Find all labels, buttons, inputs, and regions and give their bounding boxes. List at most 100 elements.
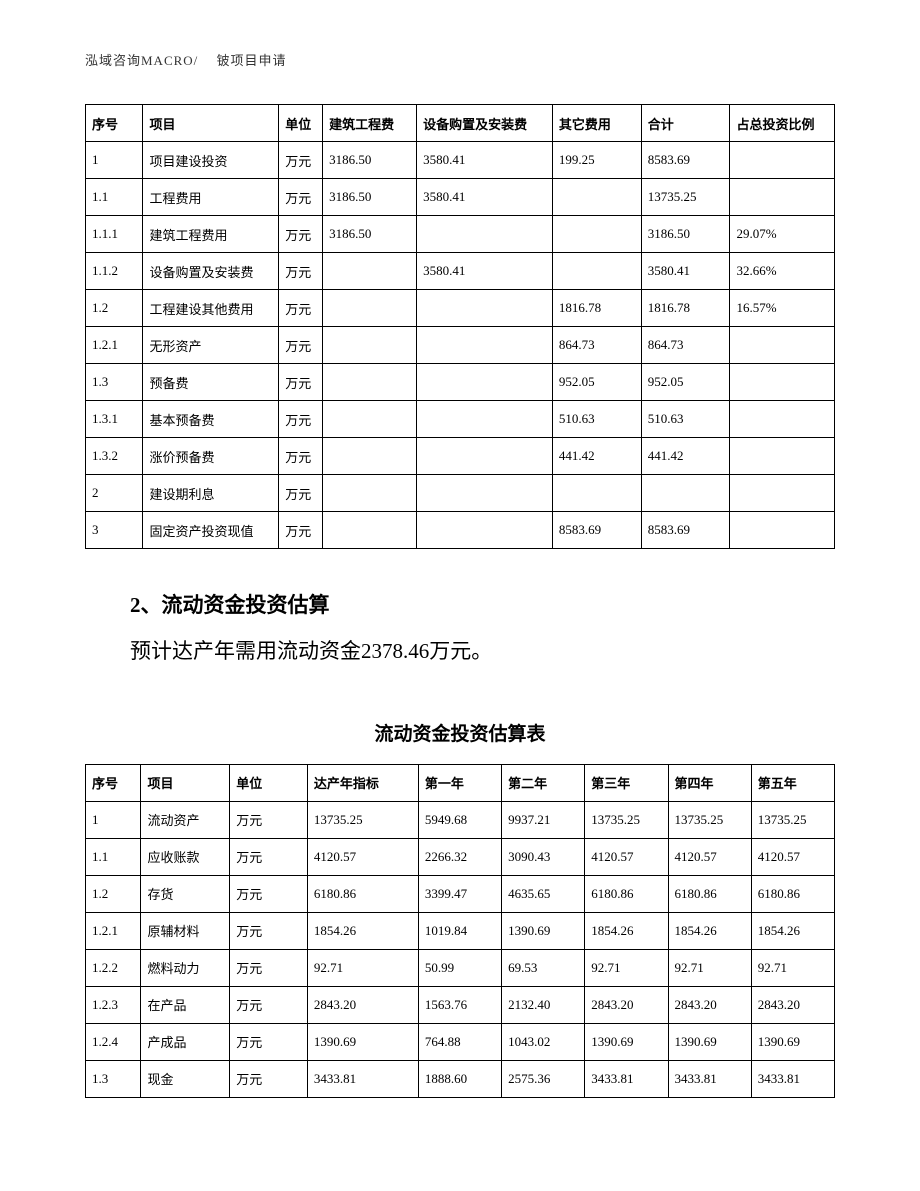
table-cell: 29.07% [730, 216, 835, 253]
col-header-y4: 第四年 [668, 764, 751, 801]
col-header-seq: 序号 [86, 105, 143, 142]
table-cell: 1019.84 [418, 912, 501, 949]
table-cell: 3580.41 [417, 253, 553, 290]
table-cell: 3186.50 [323, 179, 417, 216]
col-header-y2: 第二年 [502, 764, 585, 801]
table-cell: 在产品 [141, 986, 230, 1023]
table-cell [730, 438, 835, 475]
table-cell: 万元 [230, 949, 308, 986]
col-header-item: 项目 [141, 764, 230, 801]
table-cell: 1.2.4 [86, 1023, 141, 1060]
table-cell: 1.2 [86, 290, 143, 327]
table-cell [730, 327, 835, 364]
table-cell: 13735.25 [307, 801, 418, 838]
table-cell [730, 475, 835, 512]
section-heading: 2、流动资金投资估算 [130, 589, 835, 619]
table-cell: 6180.86 [307, 875, 418, 912]
table-cell [730, 512, 835, 549]
table-cell: 3433.81 [668, 1060, 751, 1097]
table-cell: 199.25 [552, 142, 641, 179]
table-cell [552, 179, 641, 216]
table-cell [417, 475, 553, 512]
table-cell: 3399.47 [418, 875, 501, 912]
table-cell: 涨价预备费 [143, 438, 279, 475]
table-cell: 万元 [230, 838, 308, 875]
table-header-row: 序号 项目 单位 达产年指标 第一年 第二年 第三年 第四年 第五年 [86, 764, 835, 801]
table-cell [323, 475, 417, 512]
table-cell: 1854.26 [307, 912, 418, 949]
table-cell [417, 364, 553, 401]
table-cell: 1390.69 [668, 1023, 751, 1060]
col-header-construction: 建筑工程费 [323, 105, 417, 142]
table-row: 1.3.2涨价预备费万元441.42441.42 [86, 438, 835, 475]
table-row: 2建设期利息万元 [86, 475, 835, 512]
table-cell: 万元 [279, 179, 323, 216]
table-cell: 8583.69 [552, 512, 641, 549]
table-cell: 4120.57 [668, 838, 751, 875]
table-cell: 燃料动力 [141, 949, 230, 986]
col-header-other: 其它费用 [552, 105, 641, 142]
table-cell [323, 512, 417, 549]
table-cell: 4120.57 [585, 838, 668, 875]
table-cell [730, 364, 835, 401]
table-header-row: 序号 项目 单位 建筑工程费 设备购置及安装费 其它费用 合计 占总投资比例 [86, 105, 835, 142]
table-cell: 92.71 [751, 949, 834, 986]
col-header-ratio: 占总投资比例 [730, 105, 835, 142]
table-cell [641, 475, 730, 512]
table-cell: 13735.25 [751, 801, 834, 838]
table-cell: 3186.50 [323, 216, 417, 253]
table-cell: 92.71 [585, 949, 668, 986]
table-row: 1.1.2设备购置及安装费万元3580.413580.4132.66% [86, 253, 835, 290]
table-cell: 510.63 [641, 401, 730, 438]
table-cell: 92.71 [307, 949, 418, 986]
table-row: 1流动资产万元13735.255949.689937.2113735.25137… [86, 801, 835, 838]
table-cell: 万元 [279, 216, 323, 253]
table-cell: 5949.68 [418, 801, 501, 838]
table-cell: 1816.78 [641, 290, 730, 327]
table-cell: 441.42 [641, 438, 730, 475]
table-cell: 1854.26 [751, 912, 834, 949]
table-row: 1.2存货万元6180.863399.474635.656180.866180.… [86, 875, 835, 912]
table-cell: 万元 [279, 512, 323, 549]
table-cell: 92.71 [668, 949, 751, 986]
table-cell: 4635.65 [502, 875, 585, 912]
table-cell: 4120.57 [751, 838, 834, 875]
table-cell: 存货 [141, 875, 230, 912]
table-cell: 万元 [279, 142, 323, 179]
table-cell: 952.05 [552, 364, 641, 401]
table-cell: 工程建设其他费用 [143, 290, 279, 327]
table-cell: 1.2.1 [86, 912, 141, 949]
table-cell: 13735.25 [668, 801, 751, 838]
table-cell: 万元 [279, 438, 323, 475]
table-cell: 6180.86 [751, 875, 834, 912]
table-cell [730, 401, 835, 438]
table-cell: 3580.41 [641, 253, 730, 290]
table-cell: 应收账款 [141, 838, 230, 875]
table-cell: 项目建设投资 [143, 142, 279, 179]
table-cell: 6180.86 [668, 875, 751, 912]
table-row: 3固定资产投资现值万元8583.698583.69 [86, 512, 835, 549]
table-cell: 8583.69 [641, 142, 730, 179]
table-cell: 2 [86, 475, 143, 512]
working-capital-table: 序号 项目 单位 达产年指标 第一年 第二年 第三年 第四年 第五年 1流动资产… [85, 764, 835, 1098]
table-cell: 2843.20 [585, 986, 668, 1023]
table-cell: 2843.20 [751, 986, 834, 1023]
table-cell: 1390.69 [307, 1023, 418, 1060]
table-cell [730, 142, 835, 179]
table-cell [552, 475, 641, 512]
table-row: 1.1工程费用万元3186.503580.4113735.25 [86, 179, 835, 216]
table-cell: 13735.25 [585, 801, 668, 838]
table-cell: 1 [86, 142, 143, 179]
table-cell [417, 438, 553, 475]
table-cell: 建设期利息 [143, 475, 279, 512]
col-header-equipment: 设备购置及安装费 [417, 105, 553, 142]
table-cell: 1.2.3 [86, 986, 141, 1023]
table-cell: 万元 [279, 475, 323, 512]
table-row: 1.2.3在产品万元2843.201563.762132.402843.2028… [86, 986, 835, 1023]
table-cell: 3186.50 [323, 142, 417, 179]
table-cell: 现金 [141, 1060, 230, 1097]
table-cell: 2132.40 [502, 986, 585, 1023]
table-cell: 3 [86, 512, 143, 549]
page-header: 泓域咨询MACRO/ 铍项目申请 [85, 50, 835, 69]
table-cell: 1888.60 [418, 1060, 501, 1097]
